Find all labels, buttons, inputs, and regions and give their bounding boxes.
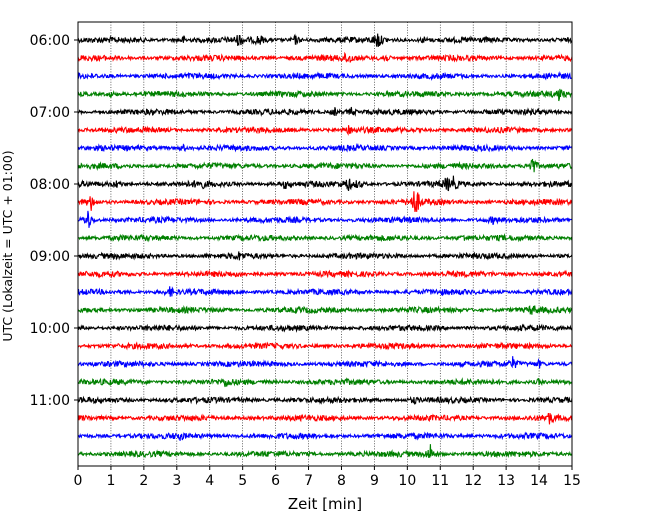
trace-0830 [77, 210, 573, 228]
trace-0715 [77, 125, 573, 136]
trace-0900 [77, 251, 573, 261]
trace-0630 [77, 71, 573, 82]
x-tick-label-12: 12 [464, 473, 482, 489]
y-axis-label: UTC (Lokalzeit = UTC + 01:00) [0, 150, 15, 341]
trace-0730 [77, 142, 573, 153]
x-tick-label-13: 13 [497, 473, 515, 489]
trace-0700 [77, 106, 573, 117]
x-tick-label-10: 10 [398, 473, 416, 489]
trace-0930 [77, 286, 573, 297]
trace-1015 [77, 341, 573, 351]
trace-0815 [77, 191, 573, 213]
trace-1115 [77, 412, 573, 425]
x-tick-label-8: 8 [337, 473, 346, 489]
y-tick-label-3: 09:00 [30, 249, 70, 265]
y-tick-label-2: 08:00 [30, 177, 70, 193]
x-tick-label-11: 11 [431, 473, 449, 489]
trace-0945 [77, 305, 573, 315]
x-tick-label-15: 15 [563, 473, 581, 489]
trace-1130 [77, 431, 573, 441]
trace-0845 [77, 232, 573, 243]
trace-1045 [77, 377, 573, 388]
x-tick-label-3: 3 [172, 473, 181, 489]
trace-0645 [77, 88, 573, 102]
y-axis-ticks: 06:00 07:00 08:00 09:00 10:00 11:00 [30, 33, 78, 409]
trace-0745 [77, 158, 573, 173]
trace-0600 [77, 33, 573, 48]
x-tick-label-1: 1 [106, 473, 115, 489]
x-tick-label-9: 9 [370, 473, 379, 489]
x-tick-label-7: 7 [304, 473, 313, 489]
trace-1145 [77, 444, 573, 459]
x-tick-label-5: 5 [238, 473, 247, 489]
x-tick-label-0: 0 [74, 473, 83, 489]
x-axis-label: Zeit [min] [288, 495, 362, 513]
trace-1100 [77, 395, 573, 406]
x-axis-ticks: 0 1 2 3 4 5 6 7 8 9 10 11 12 13 14 15 [74, 466, 581, 489]
x-tick-label-2: 2 [139, 473, 148, 489]
trace-1030 [77, 356, 573, 369]
trace-0800 [77, 175, 573, 192]
x-tick-label-6: 6 [271, 473, 280, 489]
trace-0915 [77, 269, 573, 279]
y-tick-label-1: 07:00 [30, 105, 70, 121]
x-tick-label-4: 4 [205, 473, 214, 489]
y-tick-label-0: 06:00 [30, 33, 70, 49]
trace-1000 [77, 323, 573, 333]
y-tick-label-4: 10:00 [30, 321, 70, 337]
x-tick-label-14: 14 [530, 473, 548, 489]
trace-0615 [77, 51, 573, 63]
plot-frame [77, 21, 573, 467]
seismic-traces [77, 33, 573, 459]
y-tick-label-5: 11:00 [30, 393, 70, 409]
